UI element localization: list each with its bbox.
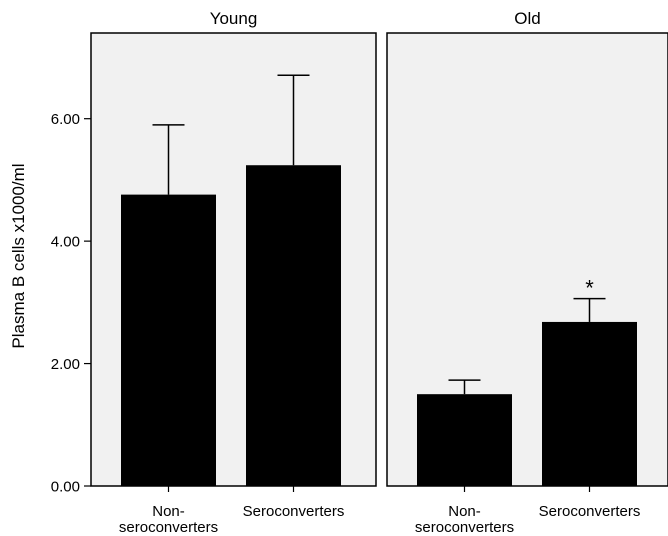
panel-old: Old Non-seroconverters * Seroconverters <box>386 9 668 536</box>
y-tick-label: 2.00 <box>51 356 80 373</box>
chart-panels: YoungNon-seroconvertersSeroconvertersOld… <box>90 9 668 536</box>
significance-marker: * <box>585 276 594 301</box>
panel-young: Young Non-seroconverters Seroconverters <box>90 9 377 536</box>
bar <box>246 165 341 486</box>
y-axis-label: Plasma B cells x1000/ml <box>9 163 28 348</box>
x-tick-label: Seroconverters <box>243 503 345 520</box>
bar <box>121 194 216 486</box>
x-tick-label: Seroconverters <box>539 503 641 520</box>
y-tick-label: 0.00 <box>51 479 80 496</box>
y-tick-label: 4.00 <box>51 234 80 251</box>
y-axis: 0.00 2.00 4.00 6.00 <box>51 111 91 496</box>
y-tick-label: 6.00 <box>51 111 80 128</box>
panel-title: Old <box>514 9 540 28</box>
x-tick-label: seroconverters <box>119 519 218 536</box>
x-tick-label: seroconverters <box>415 519 514 536</box>
bar <box>542 321 637 486</box>
panel-title: Young <box>210 9 258 28</box>
x-tick-label: Non- <box>448 503 481 520</box>
bar <box>417 394 512 486</box>
x-tick-label: Non- <box>152 503 185 520</box>
